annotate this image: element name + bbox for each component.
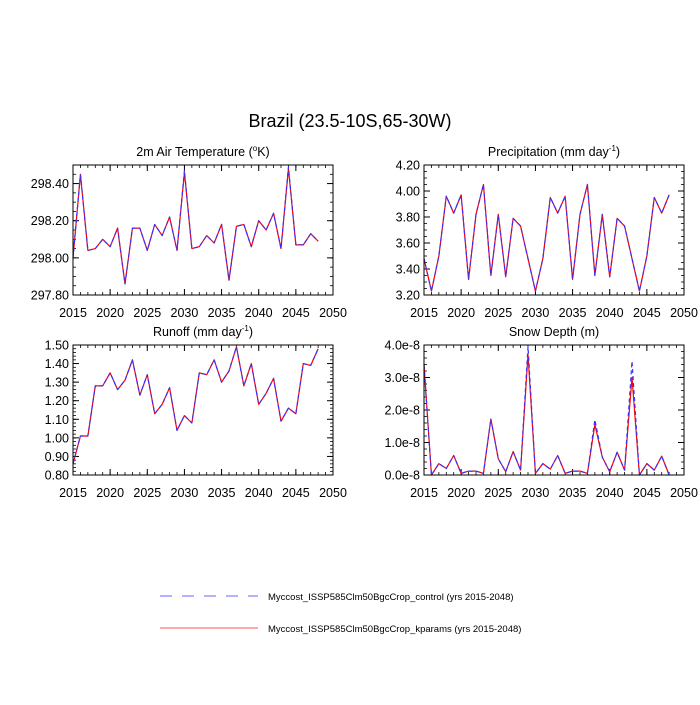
x-tick-label: 2040 <box>245 486 273 500</box>
x-tick-label: 2025 <box>133 306 161 320</box>
plot-frame <box>73 345 333 475</box>
plot-frame <box>424 165 684 295</box>
figure-title: Brazil (23.5-10S,65-30W) <box>248 111 451 131</box>
x-tick-label: 2050 <box>319 486 347 500</box>
y-tick-label: 1.10 <box>45 413 69 427</box>
panel-title: Precipitation (mm day-1) <box>488 144 620 159</box>
y-tick-label: 3.80 <box>396 211 420 225</box>
y-tick-label: 1.30 <box>45 376 69 390</box>
x-tick-label: 2030 <box>522 306 550 320</box>
x-tick-label: 2035 <box>208 486 236 500</box>
x-tick-label: 2025 <box>484 486 512 500</box>
y-tick-label: 0.0e-8 <box>385 469 420 483</box>
y-tick-label: 3.0e-8 <box>385 371 420 385</box>
series-line-control <box>424 347 669 475</box>
y-tick-label: 0.80 <box>45 469 69 483</box>
y-tick-label: 4.20 <box>396 159 420 173</box>
series-line-control <box>424 185 669 292</box>
legend: Myccost_ISSP585Clm50BgcCrop_control (yrs… <box>160 592 521 635</box>
y-tick-label: 298.00 <box>31 251 69 265</box>
x-tick-label: 2020 <box>447 306 475 320</box>
x-tick-label: 2030 <box>522 486 550 500</box>
panel-title: Snow Depth (m) <box>509 325 599 339</box>
y-tick-label: 4.0e-8 <box>385 339 420 353</box>
x-tick-label: 2015 <box>410 306 438 320</box>
series-line-kparams <box>73 347 318 464</box>
panel-3: Snow Depth (m) 0.0e-8 1.0e-8 2.0e-8 3.0e-8 4.… <box>385 325 698 500</box>
y-tick-label: 4.00 <box>396 185 420 199</box>
series-line-kparams <box>73 169 318 284</box>
y-tick-label: 2.0e-8 <box>385 404 420 418</box>
series-line-control <box>73 347 318 464</box>
panel-title: 2m Air Temperature (oK) <box>136 144 269 159</box>
x-tick-label: 2040 <box>245 306 273 320</box>
series-line-control <box>73 167 318 284</box>
x-tick-label: 2020 <box>447 486 475 500</box>
x-tick-label: 2050 <box>670 306 698 320</box>
x-tick-label: 2015 <box>59 486 87 500</box>
y-tick-label: 0.90 <box>45 450 69 464</box>
legend-label-kparams: Myccost_ISSP585Clm50BgcCrop_kparams (yrs… <box>268 624 521 635</box>
x-tick-label: 2045 <box>633 486 661 500</box>
y-tick-label: 3.40 <box>396 263 420 277</box>
x-tick-label: 2045 <box>282 306 310 320</box>
y-tick-label: 1.00 <box>45 431 69 445</box>
panel-title: Runoff (mm day-1) <box>153 324 253 339</box>
x-tick-label: 2050 <box>670 486 698 500</box>
x-tick-label: 2030 <box>171 486 199 500</box>
x-tick-label: 2015 <box>59 306 87 320</box>
x-tick-label: 2035 <box>559 306 587 320</box>
y-tick-label: 1.0e-8 <box>385 436 420 450</box>
panel-1: Precipitation (mm day-1) 3.20 3.40 3.60 3.80… <box>396 144 698 320</box>
y-tick-label: 1.50 <box>45 339 69 353</box>
panel-2: Runoff (mm day-1) 0.80 0.90 1.00 1.10 1.20 1.3… <box>45 324 347 500</box>
y-tick-label: 3.20 <box>396 289 420 303</box>
x-tick-label: 2020 <box>96 486 124 500</box>
y-tick-label: 297.80 <box>31 289 69 303</box>
y-tick-label: 298.20 <box>31 214 69 228</box>
x-tick-label: 2035 <box>208 306 236 320</box>
y-tick-label: 298.40 <box>31 177 69 191</box>
x-tick-label: 2045 <box>282 486 310 500</box>
x-tick-label: 2040 <box>596 486 624 500</box>
x-tick-label: 2030 <box>171 306 199 320</box>
x-tick-label: 2015 <box>410 486 438 500</box>
x-tick-label: 2020 <box>96 306 124 320</box>
x-tick-label: 2050 <box>319 306 347 320</box>
legend-label-control: Myccost_ISSP585Clm50BgcCrop_control (yrs… <box>268 592 514 603</box>
y-tick-label: 1.40 <box>45 357 69 371</box>
plot-frame <box>424 345 684 475</box>
panel-0: 2m Air Temperature (oK) 297.80 298.00 298.2… <box>31 144 347 320</box>
x-tick-label: 2035 <box>559 486 587 500</box>
x-tick-label: 2025 <box>133 486 161 500</box>
y-tick-label: 1.20 <box>45 394 69 408</box>
x-tick-label: 2040 <box>596 306 624 320</box>
y-tick-label: 3.60 <box>396 237 420 251</box>
x-tick-label: 2025 <box>484 306 512 320</box>
series-line-kparams <box>424 185 669 292</box>
x-tick-label: 2045 <box>633 306 661 320</box>
